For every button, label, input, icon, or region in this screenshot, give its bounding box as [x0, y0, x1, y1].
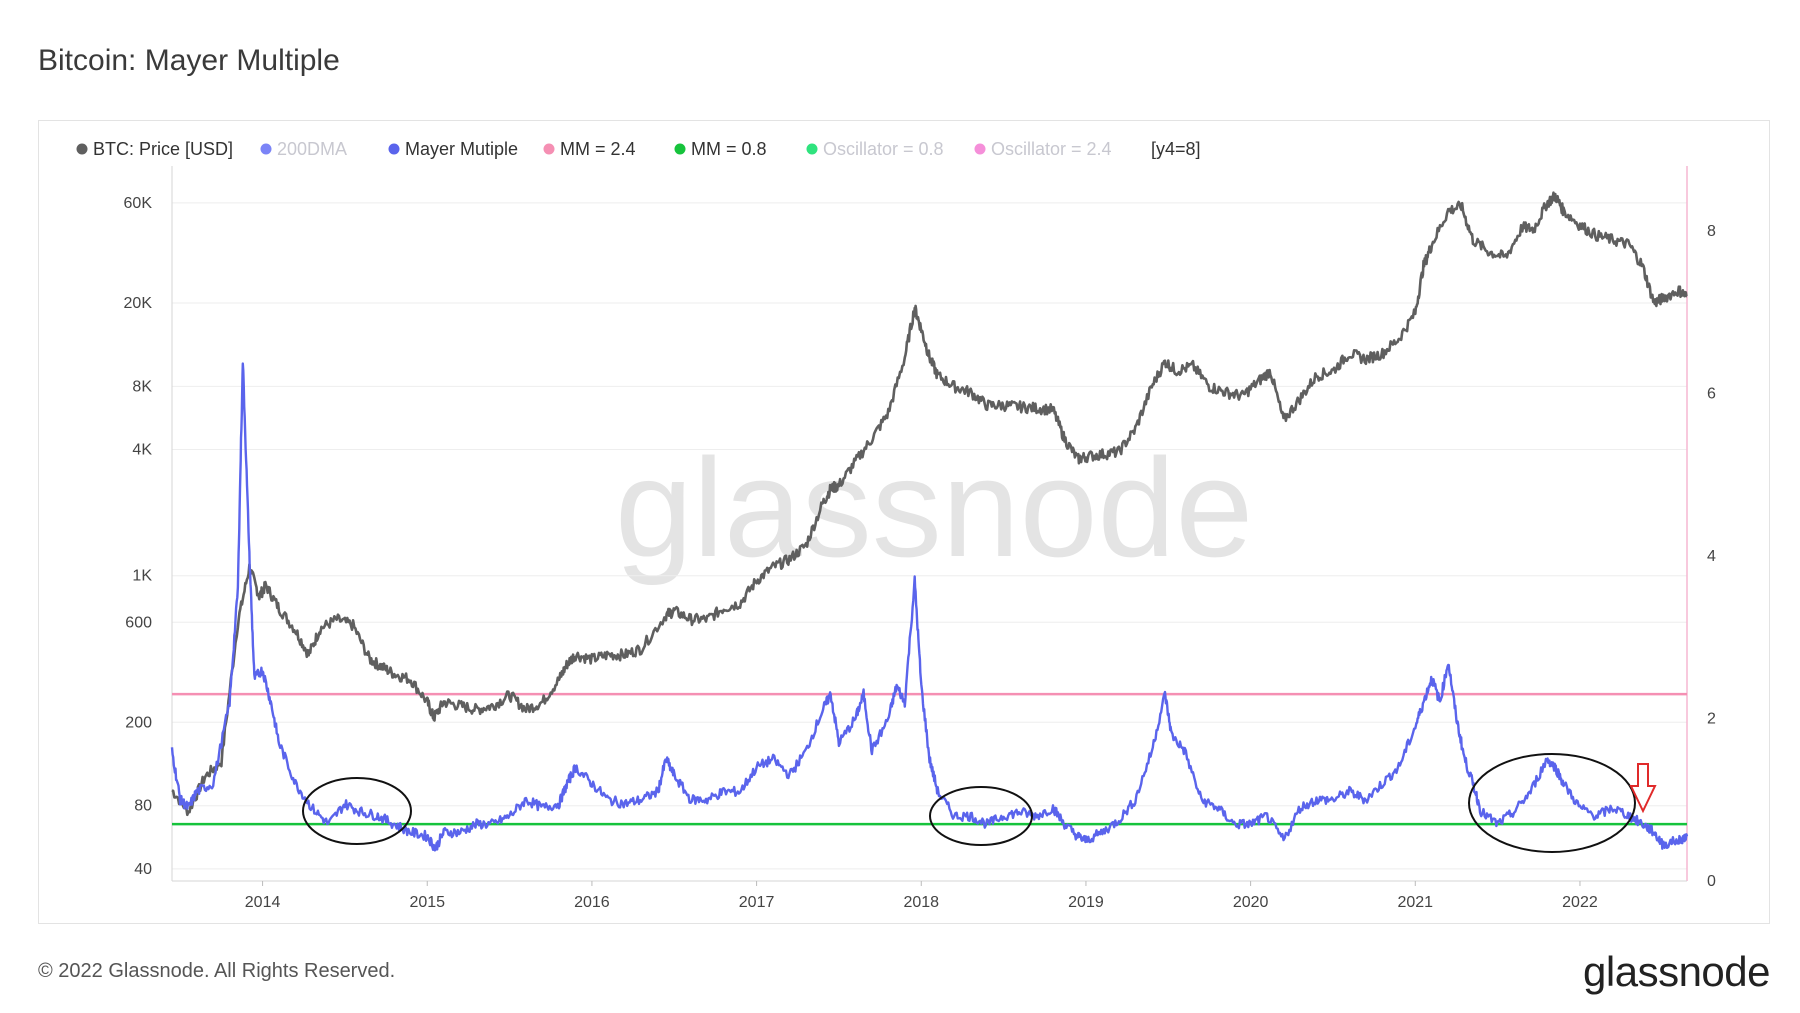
footer-copyright: © 2022 Glassnode. All Rights Reserved.: [38, 960, 396, 982]
legend-label-7: [y4=8]: [1151, 139, 1201, 159]
x-tick-label: 2021: [1397, 894, 1433, 911]
x-tick-label: 2015: [409, 894, 445, 911]
series-mayer-multiple: [170, 362, 1689, 852]
legend-label-1: 200DMA: [277, 139, 347, 159]
annotation-circle-2014: [302, 777, 412, 845]
x-tick-label: 2014: [245, 894, 281, 911]
legend-marker-5: [806, 143, 818, 155]
y-left-tick-label: 20K: [124, 295, 153, 312]
x-tick-label: 2022: [1562, 894, 1598, 911]
y-left-tick-label: 60K: [124, 195, 153, 212]
x-tick-label: 2019: [1068, 894, 1104, 911]
chart-watermark: glassnode: [615, 429, 1253, 586]
y-left-tick-label: 4K: [132, 442, 152, 459]
legend-label-5: Oscillator = 0.8: [823, 139, 944, 159]
chart-grid: [172, 202, 1687, 870]
x-tick-label: 2016: [574, 894, 610, 911]
glassnode-logo[interactable]: glassnode: [1583, 948, 1770, 995]
legend-label-2: Mayer Mutiple: [405, 139, 518, 159]
legend-label-3: MM = 2.4: [560, 139, 636, 159]
x-tick-label: 2017: [739, 894, 775, 911]
y-left-tick-label: 200: [125, 714, 152, 731]
y-left-tick-label: 1K: [132, 568, 152, 585]
legend-label-0: BTC: Price [USD]: [93, 139, 233, 159]
y-right-tick-label: 8: [1707, 223, 1716, 240]
legend-marker-0: [76, 143, 88, 155]
chart-legend: BTC: Price [USD] 200DMA Mayer Mutiple MM = …: [76, 139, 1201, 159]
x-tick-label: 2018: [903, 894, 939, 911]
legend-marker-3: [543, 143, 555, 155]
chart-axes: 40 80 200 600 1K 4K 8K 20K 60K 0 2 4 6 8 2014 2015 2016 2…: [124, 166, 1716, 911]
y-left-tick-label: 80: [134, 798, 152, 815]
chart-annotations: [302, 753, 1657, 853]
legend-label-6: Oscillator = 2.4: [991, 139, 1112, 159]
legend-label-4: MM = 0.8: [691, 139, 767, 159]
y-right-tick-label: 2: [1707, 711, 1716, 728]
y-left-tick-label: 8K: [132, 378, 152, 395]
annotation-circle-2021: [1468, 753, 1636, 853]
y-right-tick-label: 4: [1707, 548, 1716, 565]
chart-svg: BTC: Price [USD] 200DMA Mayer Mutiple MM = …: [76, 139, 1716, 911]
annotation-circle-2018: [929, 786, 1033, 846]
y-left-tick-label: 600: [125, 614, 152, 631]
chart-series: [170, 191, 1689, 852]
legend-marker-1: [260, 143, 272, 155]
x-tick-label: 2020: [1233, 894, 1269, 911]
page-title: Bitcoin: Mayer Multiple: [38, 44, 340, 77]
y-right-tick-label: 0: [1707, 873, 1716, 890]
legend-marker-4: [674, 143, 686, 155]
legend-marker-6: [974, 143, 986, 155]
legend-marker-2: [388, 143, 400, 155]
red-down-arrow-icon: [1629, 763, 1657, 814]
chart-frame: BTC: Price [USD] 200DMA Mayer Mutiple MM = …: [38, 120, 1770, 924]
reference-lines: [172, 692, 1687, 826]
y-right-tick-label: 6: [1707, 386, 1716, 403]
y-left-tick-label: 40: [134, 861, 152, 878]
series-btc-price: [171, 191, 1688, 817]
